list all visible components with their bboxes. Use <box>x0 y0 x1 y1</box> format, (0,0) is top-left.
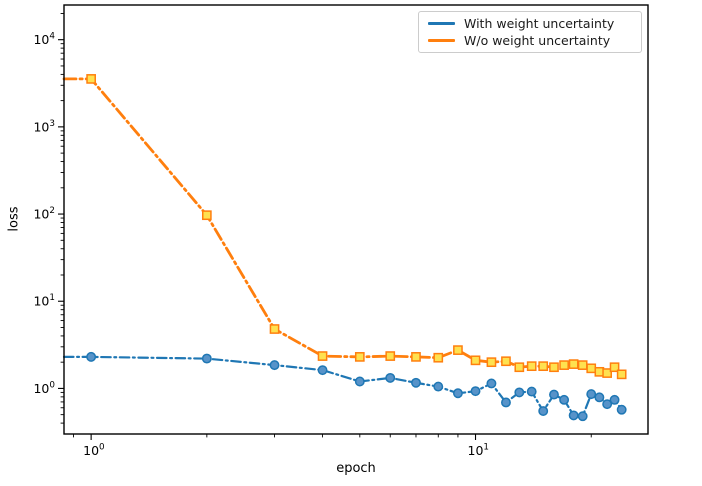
data-point-circle-marker <box>201 353 212 364</box>
legend-entry-wo-weight-uncertainty: W/o weight uncertainty <box>428 32 632 49</box>
data-point-circle-marker <box>470 386 481 397</box>
legend-line-sample-blue <box>428 22 455 25</box>
data-point-square-marker <box>433 352 444 363</box>
data-point-circle-marker <box>538 406 549 417</box>
legend-line-sample-orange <box>428 39 455 42</box>
data-point-circle-marker <box>385 372 396 383</box>
data-point-circle-marker <box>616 404 627 415</box>
y-tick-label: 100 <box>33 380 55 396</box>
data-point-square-marker <box>201 210 212 221</box>
data-point-circle-marker <box>501 397 511 408</box>
data-point-square-marker <box>577 360 588 370</box>
data-point-square-marker <box>86 74 96 84</box>
data-point-square-marker <box>453 345 463 355</box>
data-point-square-marker <box>568 359 579 369</box>
data-point-circle-marker <box>411 377 421 388</box>
data-point-square-marker <box>411 352 421 362</box>
legend: With weight uncertainty W/o weight uncer… <box>418 11 642 53</box>
data-point-circle-marker <box>609 394 620 405</box>
x-tick-label: 100 <box>83 443 105 459</box>
data-point-square-marker <box>526 361 537 372</box>
data-point-square-marker <box>470 355 481 366</box>
y-tick-label: 102 <box>33 206 55 222</box>
data-point-square-marker <box>559 360 569 370</box>
data-point-circle-marker <box>452 388 463 399</box>
data-point-circle-marker <box>602 399 613 410</box>
series-line-without-weight-uncertainty <box>62 77 624 376</box>
data-point-circle-marker <box>559 394 570 405</box>
data-point-square-marker <box>594 366 605 377</box>
data-point-square-marker <box>538 361 549 372</box>
data-point-circle-marker <box>586 389 597 400</box>
y-tick-label: 104 <box>33 32 55 48</box>
legend-label: W/o weight uncertainty <box>464 32 611 48</box>
y-tick-label: 101 <box>33 293 55 309</box>
data-point-circle-marker <box>577 411 588 422</box>
data-point-square-marker <box>609 362 620 373</box>
data-point-circle-marker <box>526 386 537 397</box>
data-point-square-marker <box>616 369 627 380</box>
data-point-circle-marker <box>433 381 444 392</box>
data-point-circle-marker <box>86 351 97 362</box>
data-point-square-marker <box>514 362 525 373</box>
legend-entry-with-weight-uncertainty: With weight uncertainty <box>428 15 632 32</box>
data-point-square-marker <box>501 356 511 367</box>
data-point-square-marker <box>549 362 559 373</box>
data-point-square-marker <box>354 352 365 362</box>
data-point-square-marker <box>602 368 612 378</box>
data-point-square-marker <box>486 357 497 368</box>
data-point-square-marker <box>317 351 328 361</box>
plot-border <box>63 4 649 435</box>
data-point-square-marker <box>269 324 280 334</box>
legend-label: With weight uncertainty <box>464 15 615 31</box>
y-axis-label: loss <box>6 206 22 232</box>
data-point-circle-marker <box>354 376 365 387</box>
data-point-circle-marker <box>317 365 328 376</box>
data-point-circle-marker <box>549 389 559 400</box>
data-point-circle-marker <box>568 410 579 421</box>
data-point-square-marker <box>586 363 597 374</box>
data-point-square-marker <box>385 351 396 361</box>
x-axis-label: epoch <box>336 461 376 476</box>
data-point-circle-marker <box>514 387 525 398</box>
data-point-circle-marker <box>594 392 605 403</box>
data-point-circle-marker <box>269 360 280 371</box>
y-tick-label: 103 <box>33 119 55 135</box>
x-tick-label: 101 <box>468 443 490 459</box>
data-point-circle-marker <box>486 378 497 389</box>
